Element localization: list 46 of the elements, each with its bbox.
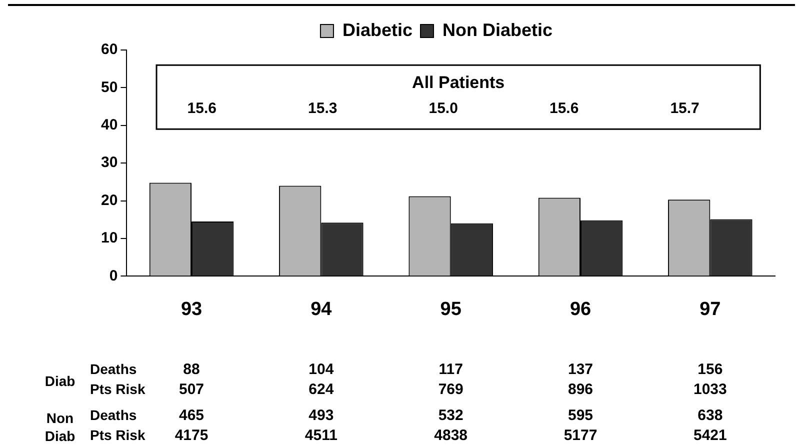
y-tick-label: 0: [109, 267, 118, 284]
annotation: 15.6: [549, 100, 579, 118]
text: Deaths: [90, 406, 137, 423]
text: 5177: [564, 427, 598, 444]
text: 493: [308, 407, 334, 424]
text: 595: [568, 407, 594, 424]
annotation: 15.6: [187, 100, 216, 118]
y-tick-label: 60: [100, 41, 118, 58]
text: 638: [698, 407, 723, 424]
text: Non Diab: [44, 410, 76, 444]
y-tick-label: 30: [100, 154, 118, 172]
text: Deaths: [90, 360, 137, 377]
x-tick-label: 97: [700, 298, 721, 320]
text: 769: [438, 381, 464, 398]
x-tick-label: 95: [440, 298, 462, 320]
text: 465: [179, 407, 204, 424]
x-tick-label: 96: [570, 298, 592, 320]
text: 5421: [693, 427, 727, 444]
y-tick-label: 40: [100, 116, 118, 134]
text: 104: [308, 361, 334, 378]
text: 4511: [304, 427, 338, 444]
text: Pts Risk: [90, 426, 146, 443]
y-tick-label: 10: [100, 230, 118, 247]
text: 507: [179, 381, 204, 398]
text: 137: [568, 361, 594, 378]
x-tick-label: 93: [180, 298, 202, 320]
text: 624: [308, 381, 334, 398]
legend-label: Non Diabetic: [442, 20, 553, 40]
text: 896: [568, 381, 594, 398]
annotation: All Patients: [412, 72, 505, 92]
legend-label: Diabetic: [342, 20, 413, 40]
annotation: 15.7: [670, 100, 700, 118]
annotation: 15.3: [308, 100, 338, 118]
annotation: 15.0: [428, 100, 458, 118]
text: 4838: [434, 427, 468, 444]
text: Pts Risk: [90, 380, 146, 397]
y-tick-label: 50: [100, 78, 118, 96]
text: Diab: [44, 372, 76, 389]
text: 4175: [174, 427, 208, 444]
text: 156: [698, 361, 723, 378]
x-tick-label: 94: [310, 298, 332, 320]
text: 1033: [693, 381, 727, 398]
text: 88: [183, 361, 200, 378]
text: 532: [438, 407, 464, 424]
y-tick-label: 20: [100, 192, 118, 209]
text: 117: [438, 361, 463, 378]
